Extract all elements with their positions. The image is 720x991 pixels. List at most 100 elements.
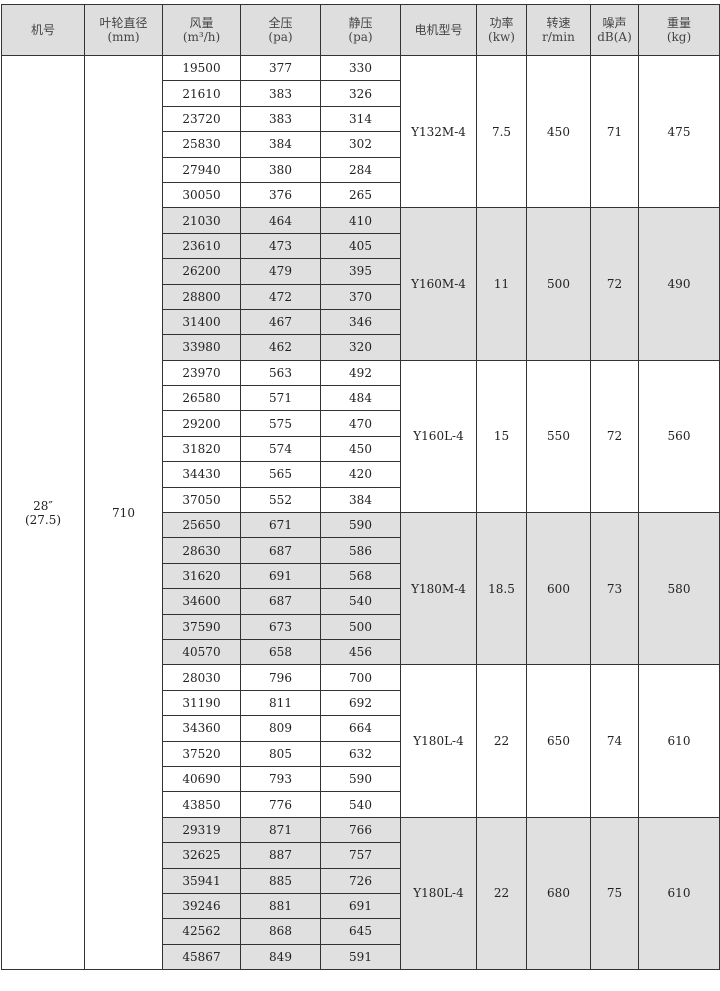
total-pressure-cell: 462 bbox=[240, 334, 321, 361]
column-header: 静压 (pa) bbox=[320, 4, 401, 56]
airflow-cell: 43850 bbox=[162, 791, 241, 818]
table-row: 29200 575 470 bbox=[2, 410, 720, 437]
table-row: 23970 563 492 Y160L-4 15 550 72 560 bbox=[2, 359, 720, 514]
total-pressure-cell: 796 bbox=[240, 664, 321, 691]
noise-cell: 74 bbox=[590, 664, 639, 818]
weight-cell: 610 bbox=[638, 816, 720, 971]
column-header: 风量 (m³/h) bbox=[162, 4, 241, 56]
static-pressure-cell: 384 bbox=[320, 486, 401, 514]
static-pressure-cell: 632 bbox=[320, 740, 401, 767]
airflow-cell: 28030 bbox=[162, 664, 241, 691]
total-pressure-cell: 887 bbox=[240, 842, 321, 869]
static-pressure-cell: 586 bbox=[320, 537, 401, 564]
power-cell: 11 bbox=[476, 207, 527, 361]
power-cell: 18.5 bbox=[476, 512, 527, 666]
noise-cell: 73 bbox=[590, 512, 639, 666]
table-row: 29319 871 766 Y180L-4 22 680 75 610 bbox=[2, 816, 720, 971]
airflow-cell: 45867 bbox=[162, 943, 241, 971]
static-pressure-cell: 591 bbox=[320, 943, 401, 971]
static-pressure-cell: 568 bbox=[320, 562, 401, 590]
total-pressure-cell: 380 bbox=[240, 156, 321, 183]
column-header: 功率 (kw) bbox=[476, 4, 527, 56]
column-header: 叶轮直径 (mm) bbox=[84, 4, 163, 56]
airflow-cell: 37520 bbox=[162, 740, 241, 767]
table-row: 33980 462 320 bbox=[2, 334, 720, 361]
airflow-cell: 21610 bbox=[162, 80, 241, 107]
motor-model-cell: Y160M-4 bbox=[400, 207, 477, 361]
column-header: 噪声 dB(A) bbox=[590, 4, 639, 56]
motor-model-cell: Y180L-4 bbox=[400, 664, 477, 818]
static-pressure-cell: 265 bbox=[320, 181, 401, 209]
table-row: 28800 472 370 bbox=[2, 283, 720, 310]
static-pressure-cell: 370 bbox=[320, 283, 401, 310]
speed-cell: 450 bbox=[526, 54, 591, 209]
table-row: 23610 473 405 bbox=[2, 232, 720, 260]
static-pressure-cell: 302 bbox=[320, 131, 401, 158]
static-pressure-cell: 766 bbox=[320, 816, 401, 844]
airflow-cell: 34430 bbox=[162, 461, 241, 488]
total-pressure-cell: 384 bbox=[240, 131, 321, 158]
table-row: 28630 687 586 bbox=[2, 537, 720, 564]
airflow-cell: 25650 bbox=[162, 512, 241, 539]
static-pressure-cell: 500 bbox=[320, 613, 401, 640]
total-pressure-cell: 881 bbox=[240, 892, 321, 920]
table-row: 43850 776 540 bbox=[2, 791, 720, 818]
static-pressure-cell: 726 bbox=[320, 867, 401, 894]
power-cell: 15 bbox=[476, 359, 527, 514]
airflow-cell: 37590 bbox=[162, 613, 241, 640]
static-pressure-cell: 284 bbox=[320, 156, 401, 183]
static-pressure-cell: 405 bbox=[320, 232, 401, 260]
total-pressure-cell: 377 bbox=[240, 54, 321, 82]
static-pressure-cell: 700 bbox=[320, 664, 401, 691]
motor-model-cell: Y180L-4 bbox=[400, 816, 477, 971]
weight-cell: 580 bbox=[638, 512, 720, 666]
total-pressure-cell: 472 bbox=[240, 283, 321, 310]
total-pressure-cell: 467 bbox=[240, 308, 321, 336]
column-header: 重量 (kg) bbox=[638, 4, 720, 56]
fan-performance-table: 机号 叶轮直径 (mm) 风量 (m³/h) 全压 (pa) 静压 (pa) 电机型号 功率… bbox=[1, 4, 720, 971]
column-header: 电机型号 bbox=[400, 4, 477, 56]
power-cell: 7.5 bbox=[476, 54, 527, 209]
header-row: 机号 叶轮直径 (mm) 风量 (m³/h) 全压 (pa) 静压 (pa) 电机型号 功率… bbox=[1, 4, 720, 56]
total-pressure-cell: 552 bbox=[240, 486, 321, 514]
static-pressure-cell: 320 bbox=[320, 334, 401, 361]
noise-cell: 71 bbox=[590, 54, 639, 209]
static-pressure-cell: 645 bbox=[320, 918, 401, 945]
total-pressure-cell: 868 bbox=[240, 918, 321, 945]
weight-cell: 560 bbox=[638, 359, 720, 514]
airflow-cell: 33980 bbox=[162, 334, 241, 361]
motor-model-cell: Y160L-4 bbox=[400, 359, 477, 514]
table-row: 26200 479 395 bbox=[2, 258, 720, 285]
static-pressure-cell: 484 bbox=[320, 385, 401, 412]
static-pressure-cell: 456 bbox=[320, 638, 401, 666]
weight-cell: 475 bbox=[638, 54, 720, 209]
total-pressure-cell: 571 bbox=[240, 385, 321, 412]
static-pressure-cell: 470 bbox=[320, 410, 401, 437]
table-row: 34360 809 664 bbox=[2, 715, 720, 742]
noise-cell: 72 bbox=[590, 359, 639, 514]
speed-cell: 650 bbox=[526, 664, 591, 818]
table-row: 39246 881 691 bbox=[2, 892, 720, 920]
table-row: 35941 885 726 bbox=[2, 867, 720, 894]
impeller-diameter-cell: 710 bbox=[84, 54, 163, 971]
static-pressure-cell: 540 bbox=[320, 588, 401, 615]
table-row: 37050 552 384 bbox=[2, 486, 720, 514]
airflow-cell: 23970 bbox=[162, 359, 241, 387]
static-pressure-cell: 395 bbox=[320, 258, 401, 285]
airflow-cell: 34360 bbox=[162, 715, 241, 742]
noise-cell: 75 bbox=[590, 816, 639, 971]
static-pressure-cell: 492 bbox=[320, 359, 401, 387]
speed-cell: 600 bbox=[526, 512, 591, 666]
total-pressure-cell: 687 bbox=[240, 537, 321, 564]
total-pressure-cell: 776 bbox=[240, 791, 321, 818]
table-row: 34600 687 540 bbox=[2, 588, 720, 615]
static-pressure-cell: 540 bbox=[320, 791, 401, 818]
total-pressure-cell: 473 bbox=[240, 232, 321, 260]
total-pressure-cell: 563 bbox=[240, 359, 321, 387]
static-pressure-cell: 330 bbox=[320, 54, 401, 82]
static-pressure-cell: 757 bbox=[320, 842, 401, 869]
static-pressure-cell: 326 bbox=[320, 80, 401, 107]
airflow-cell: 31190 bbox=[162, 689, 241, 717]
airflow-cell: 39246 bbox=[162, 892, 241, 920]
total-pressure-cell: 811 bbox=[240, 689, 321, 717]
